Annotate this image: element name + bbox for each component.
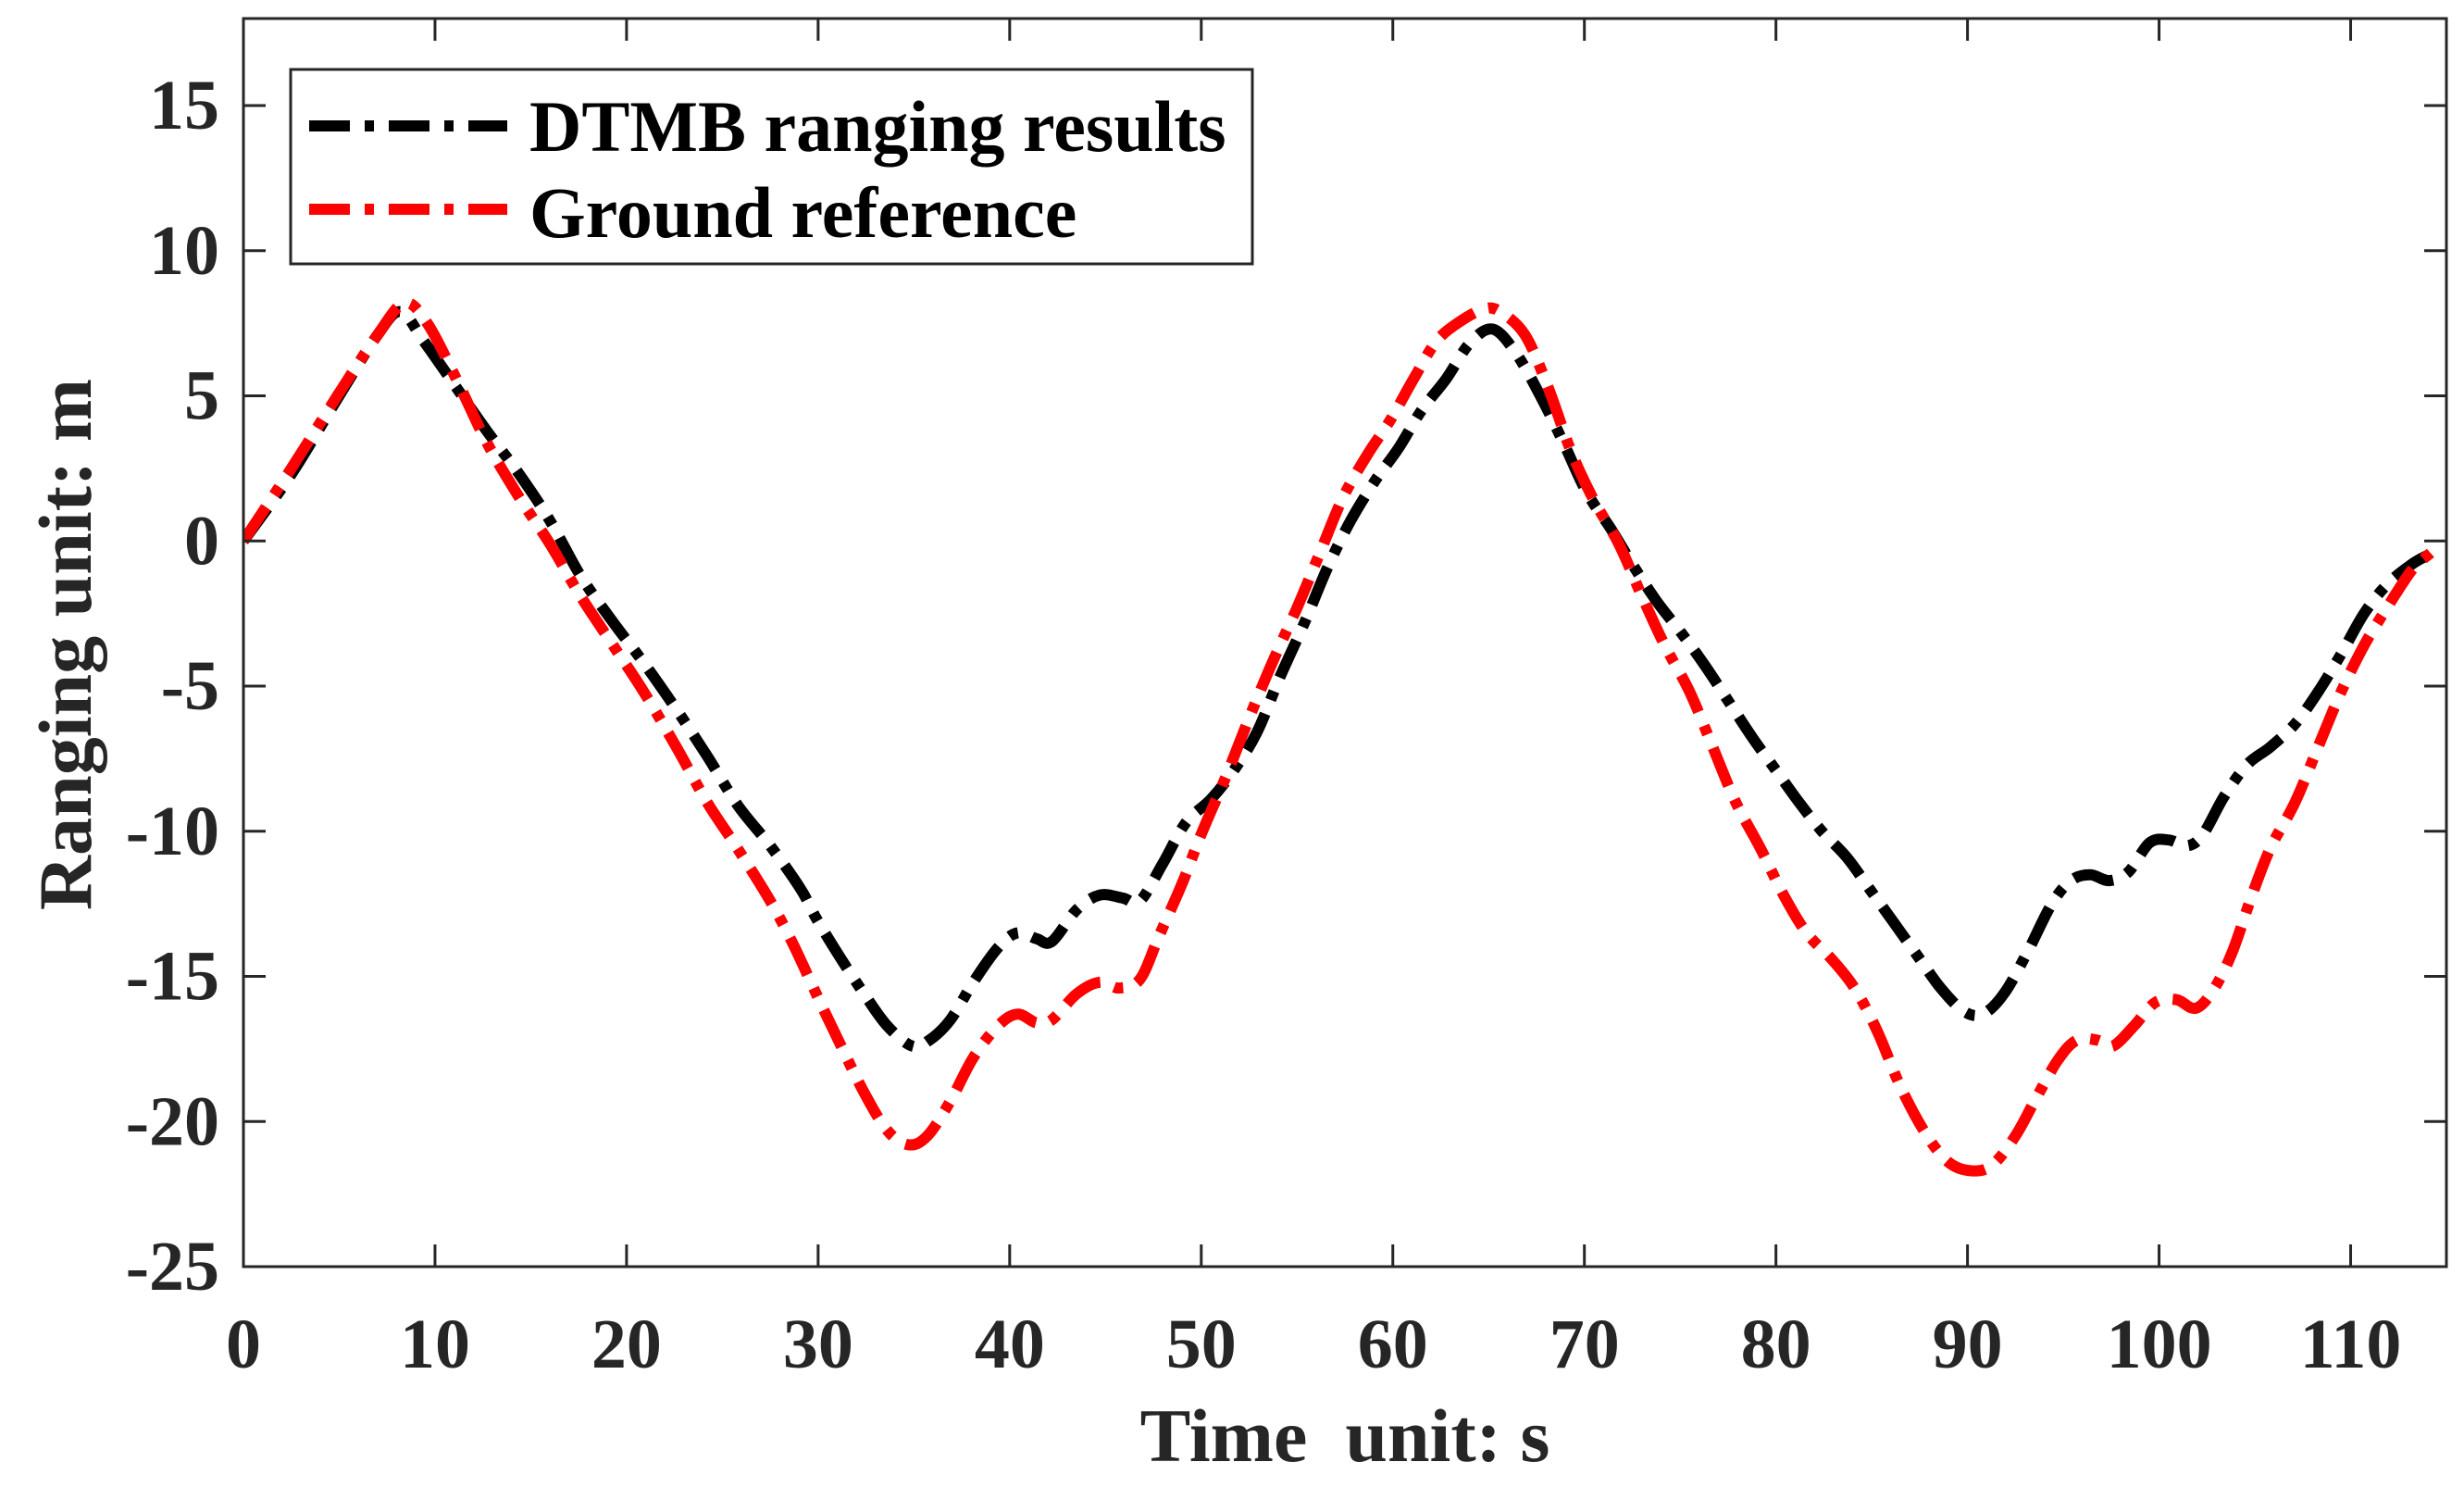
x-tick-label: 30: [783, 1306, 853, 1383]
y-axis-label: Ranging unit: m: [23, 379, 107, 910]
x-axis-label: Time unit: s: [1140, 1393, 1550, 1478]
x-tick-label: 10: [400, 1306, 470, 1383]
legend-label-ground-reference: Ground reference: [529, 172, 1076, 253]
y-tick-label: 5: [184, 357, 219, 435]
y-tick-label: -25: [126, 1228, 219, 1306]
legend-label-dtmb: DTMB ranging results: [529, 86, 1226, 167]
x-tick-label: 40: [975, 1306, 1045, 1383]
x-tick-label: 50: [1166, 1306, 1237, 1383]
x-tick-label: 60: [1358, 1306, 1428, 1383]
x-tick-label: 80: [1741, 1306, 1811, 1383]
x-tick-label: 90: [1933, 1306, 2003, 1383]
axes-frame: [242, 17, 2448, 1268]
legend-box: [289, 68, 1254, 266]
series-layer: [243, 296, 2435, 1177]
y-tick-label: 10: [149, 212, 219, 290]
y-tick-label: 0: [184, 502, 219, 580]
y-tick-label: 15: [149, 67, 219, 144]
y-tick-label: -15: [126, 938, 219, 1016]
series-line-ground-reference: [243, 296, 2435, 1177]
x-tick-label: 0: [226, 1306, 261, 1383]
y-tick-label: -5: [161, 647, 219, 725]
series-line-dtmb-ranging-results: [243, 306, 2431, 1053]
legend: DTMB ranging results Ground reference: [289, 68, 1254, 266]
x-tick-label: 20: [591, 1306, 662, 1383]
x-tick-label: 110: [2300, 1306, 2402, 1383]
y-tick-label: -10: [126, 793, 219, 870]
x-tick-label: 70: [1549, 1306, 1620, 1383]
y-tick-label: -20: [126, 1082, 219, 1160]
ticks-layer: 0 10 20 30 40 50 60 70 80 90 100 110151050-5-10-15-…: [126, 19, 2446, 1383]
x-tick-label: 100: [2107, 1306, 2212, 1383]
